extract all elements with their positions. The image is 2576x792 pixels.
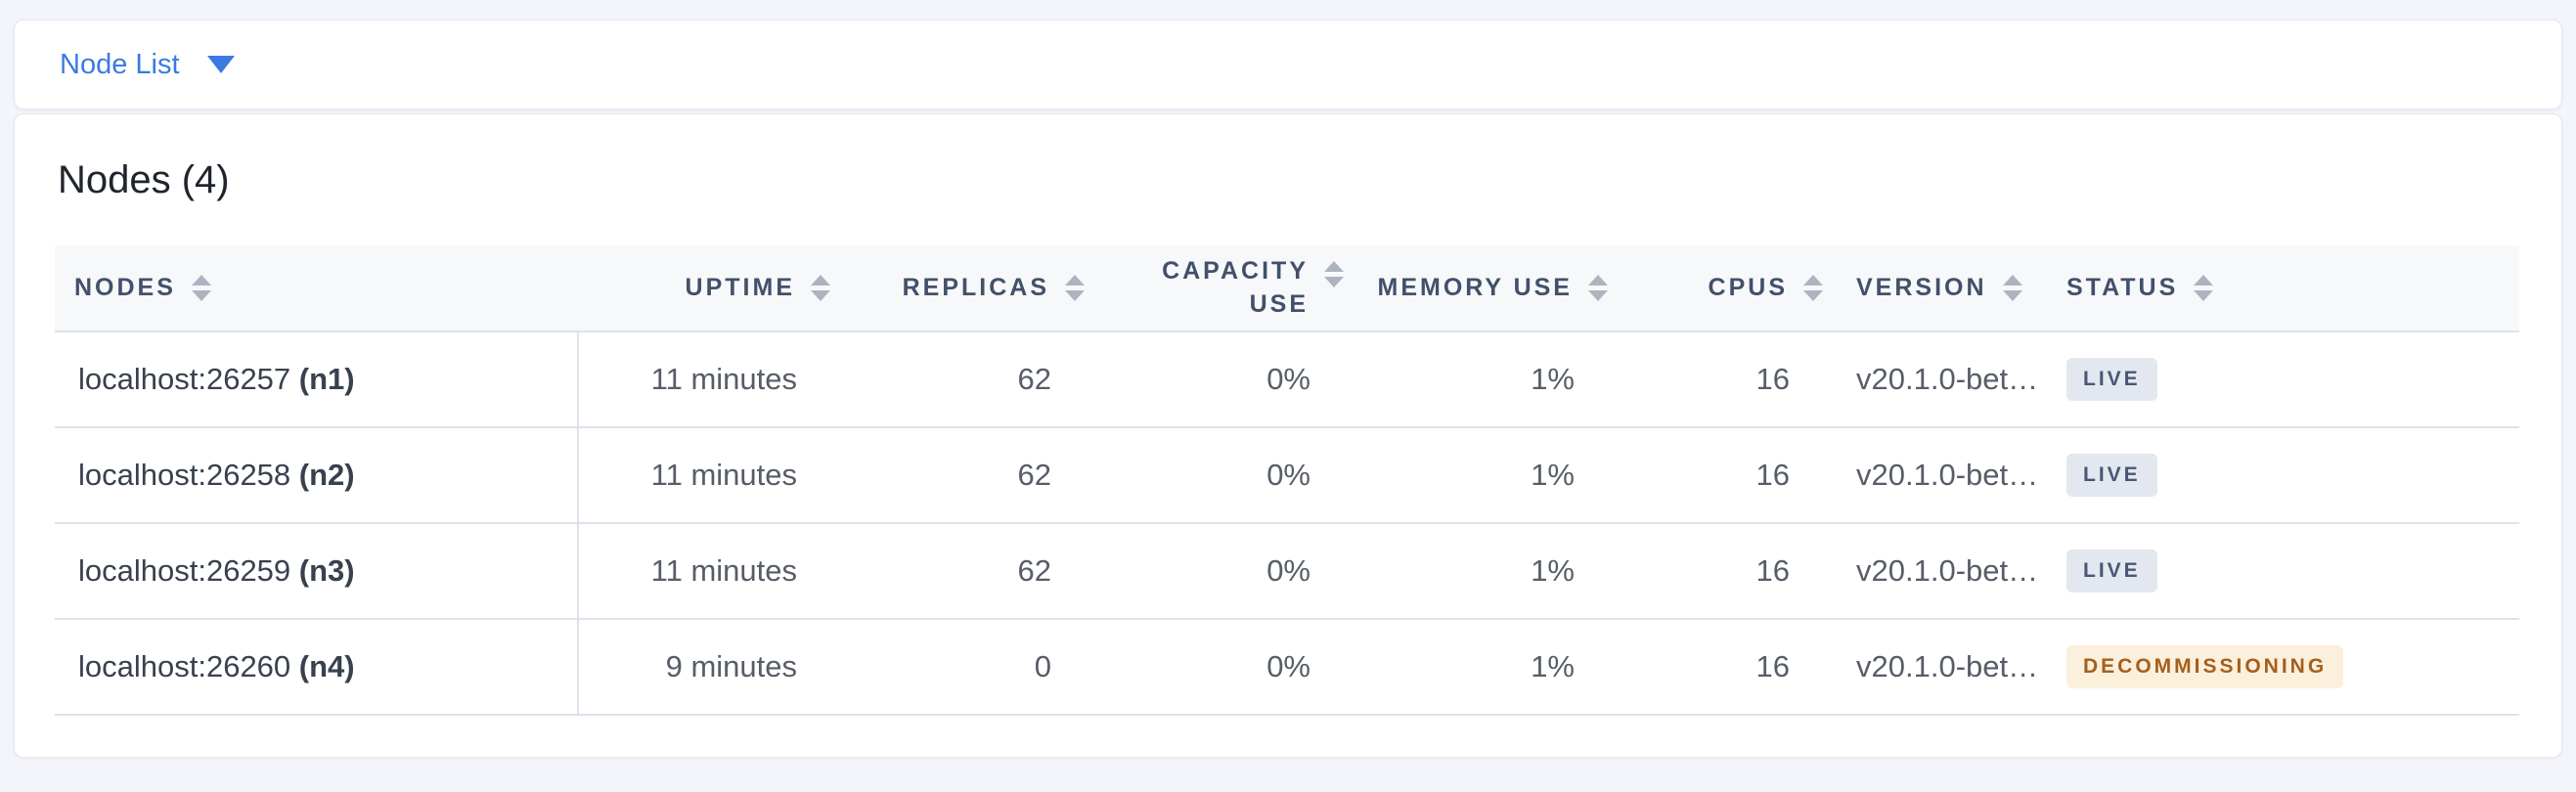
node-address-cell: localhost:26259 (n3) xyxy=(55,523,579,620)
view-selector-card: Node List xyxy=(14,20,2562,110)
node-row[interactable]: localhost:26259 (n3) 11 minutes 62 0% 1% 16 v2… xyxy=(55,523,2519,620)
status-cell: LIVE xyxy=(2045,523,2519,620)
replicas-cell: 0 xyxy=(842,619,1096,716)
capacity-use-cell: 0% xyxy=(1096,619,1355,716)
column-label-capacity-use: CAPACITY USE xyxy=(1162,256,1309,318)
replicas-cell: 62 xyxy=(842,427,1096,524)
cpus-cell: 16 xyxy=(1620,523,1835,620)
nodes-card: Nodes (4) NODES UPTIME REPLICAS CAPACITY USE… xyxy=(14,113,2562,758)
sort-up-arrow-icon xyxy=(1803,275,1823,286)
column-header-memory-use[interactable]: MEMORY USE xyxy=(1355,245,1620,332)
sort-icon[interactable] xyxy=(191,275,211,301)
column-header-replicas[interactable]: REPLICAS xyxy=(842,245,1096,332)
memory-use-cell: 1% xyxy=(1355,619,1620,716)
sort-up-arrow-icon xyxy=(2002,275,2022,286)
replicas-cell: 62 xyxy=(842,523,1096,620)
version-cell: v20.1.0-bet… xyxy=(1835,523,2045,620)
node-id: (n3) xyxy=(298,553,355,588)
status-cell: DECOMMISSIONING xyxy=(2045,619,2519,716)
table-header: NODES UPTIME REPLICAS CAPACITY USE MEMORY USE… xyxy=(55,245,2519,332)
capacity-use-cell: 0% xyxy=(1096,331,1355,428)
version-cell: v20.1.0-bet… xyxy=(1835,619,2045,716)
version-cell: v20.1.0-bet… xyxy=(1835,331,2045,428)
node-address-cell: localhost:26257 (n1) xyxy=(55,331,579,428)
sort-down-arrow-icon xyxy=(1324,276,1344,287)
cpus-cell: 16 xyxy=(1620,619,1835,716)
column-header-nodes[interactable]: NODES xyxy=(55,245,578,332)
sort-up-arrow-icon xyxy=(2194,275,2214,286)
sort-up-arrow-icon xyxy=(811,275,830,286)
status-cell: LIVE xyxy=(2045,331,2519,428)
page: Node List Nodes (4) NODES UPTIME REPLICAS C… xyxy=(0,20,2576,758)
sort-up-arrow-icon xyxy=(1065,275,1085,286)
node-address: localhost:26259 (n3) xyxy=(78,553,355,588)
sort-icon[interactable] xyxy=(2002,275,2022,301)
nodes-count-title: Nodes (4) xyxy=(58,158,230,201)
sort-icon[interactable] xyxy=(1588,275,1608,301)
sort-down-arrow-icon xyxy=(2002,290,2022,301)
column-label-memory-use: MEMORY USE xyxy=(1377,274,1573,301)
capacity-use-cell: 0% xyxy=(1096,427,1355,524)
sort-icon[interactable] xyxy=(1803,275,1823,301)
node-row[interactable]: localhost:26257 (n1) 11 minutes 62 0% 1% 16 v2… xyxy=(55,331,2519,428)
memory-use-cell: 1% xyxy=(1355,427,1620,524)
node-id: (n1) xyxy=(298,362,355,396)
node-address-cell: localhost:26260 (n4) xyxy=(55,619,579,716)
sort-up-arrow-icon xyxy=(191,275,211,286)
column-header-cpus[interactable]: CPUS xyxy=(1620,245,1835,332)
sort-down-arrow-icon xyxy=(1803,290,1823,301)
memory-use-cell: 1% xyxy=(1355,331,1620,428)
sort-down-arrow-icon xyxy=(2194,290,2214,301)
status-cell: LIVE xyxy=(2045,427,2519,524)
uptime-cell: 11 minutes xyxy=(578,427,842,524)
column-header-uptime[interactable]: UPTIME xyxy=(578,245,842,332)
cpus-cell: 16 xyxy=(1620,427,1835,524)
node-address: localhost:26257 (n1) xyxy=(78,362,355,396)
sort-icon[interactable] xyxy=(2194,275,2214,301)
column-header-version[interactable]: VERSION xyxy=(1835,245,2045,332)
sort-down-arrow-icon xyxy=(811,290,830,301)
node-address: localhost:26260 (n4) xyxy=(78,649,355,683)
sort-down-arrow-icon xyxy=(1588,290,1608,301)
capacity-use-cell: 0% xyxy=(1096,523,1355,620)
sort-up-arrow-icon xyxy=(1324,260,1344,272)
node-row[interactable]: localhost:26260 (n4) 9 minutes 0 0% 1% 16 v20.… xyxy=(55,619,2519,716)
sort-down-arrow-icon xyxy=(191,290,211,301)
column-header-capacity-use[interactable]: CAPACITY USE xyxy=(1096,245,1355,332)
column-label-uptime: UPTIME xyxy=(685,274,795,301)
sort-icon[interactable] xyxy=(1065,275,1085,301)
column-label-status: STATUS xyxy=(2066,274,2179,301)
sort-down-arrow-icon xyxy=(1065,290,1085,301)
status-badge: LIVE xyxy=(2066,454,2157,497)
node-address: localhost:26258 (n2) xyxy=(78,458,355,492)
node-address-cell: localhost:26258 (n2) xyxy=(55,427,579,524)
sort-icon[interactable] xyxy=(1324,260,1344,287)
column-label-cpus: CPUS xyxy=(1708,274,1788,301)
column-header-status[interactable]: STATUS xyxy=(2045,245,2519,332)
node-id: (n4) xyxy=(298,649,355,683)
sort-up-arrow-icon xyxy=(1588,275,1608,286)
uptime-cell: 11 minutes xyxy=(578,331,842,428)
node-id: (n2) xyxy=(298,458,355,492)
memory-use-cell: 1% xyxy=(1355,523,1620,620)
chevron-down-icon xyxy=(206,56,235,73)
cpus-cell: 16 xyxy=(1620,331,1835,428)
status-badge: DECOMMISSIONING xyxy=(2066,645,2344,688)
replicas-cell: 62 xyxy=(842,331,1096,428)
status-badge: LIVE xyxy=(2066,358,2157,401)
node-row[interactable]: localhost:26258 (n2) 11 minutes 62 0% 1% 16 v2… xyxy=(55,427,2519,524)
uptime-cell: 9 minutes xyxy=(578,619,842,716)
table-header-row: NODES UPTIME REPLICAS CAPACITY USE MEMORY USE… xyxy=(55,245,2519,332)
column-label-nodes: NODES xyxy=(74,274,176,301)
nodes-table: NODES UPTIME REPLICAS CAPACITY USE MEMORY USE… xyxy=(55,245,2519,716)
column-label-version: VERSION xyxy=(1856,274,1987,301)
column-label-replicas: REPLICAS xyxy=(902,274,1049,301)
view-selector-dropdown[interactable]: Node List xyxy=(60,49,235,81)
view-selector-label: Node List xyxy=(60,48,180,80)
version-cell: v20.1.0-bet… xyxy=(1835,427,2045,524)
sort-icon[interactable] xyxy=(811,275,830,301)
uptime-cell: 11 minutes xyxy=(578,523,842,620)
status-badge: LIVE xyxy=(2066,550,2157,593)
table-body: localhost:26257 (n1) 11 minutes 62 0% 1% 16 v2… xyxy=(55,331,2519,716)
